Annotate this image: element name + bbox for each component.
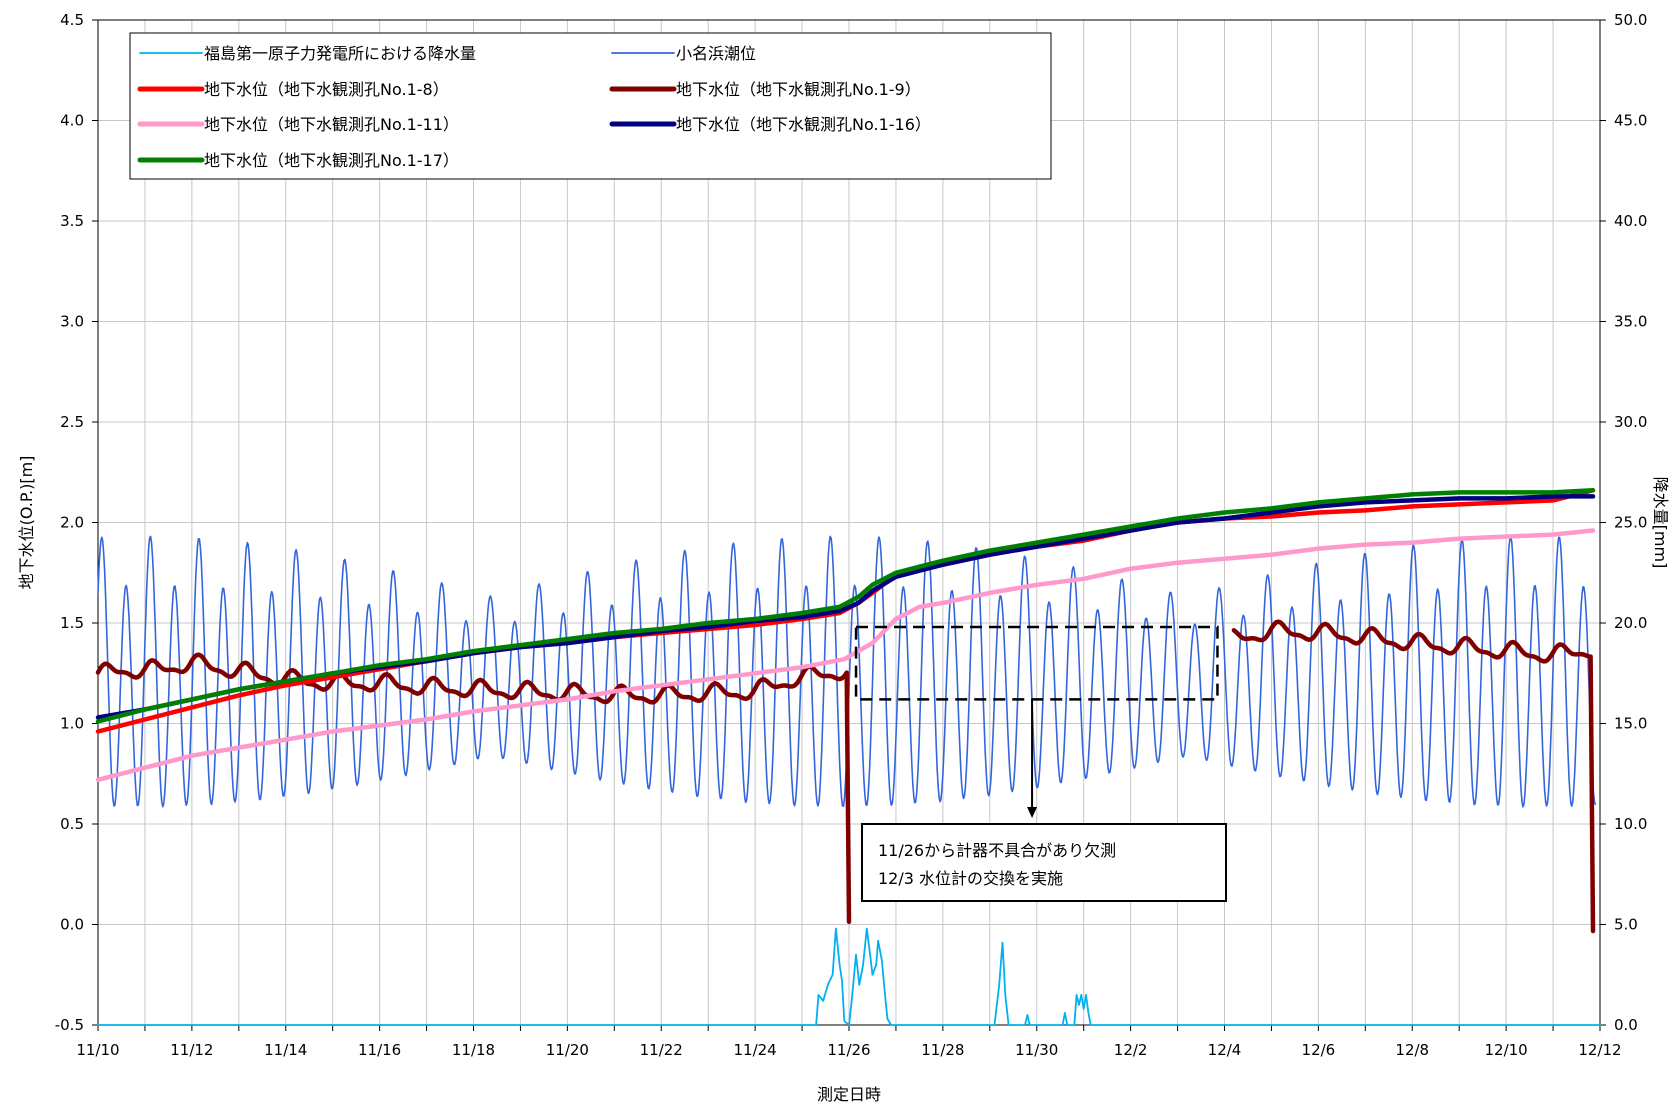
y-left-tick-label: 1.5	[60, 614, 84, 632]
x-tick-label: 12/2	[1114, 1041, 1148, 1059]
x-tick-label: 11/14	[264, 1041, 307, 1059]
missing-data-box	[854, 625, 1219, 701]
series-line-0	[97, 927, 1601, 1026]
y-right-tick-label: 25.0	[1614, 514, 1647, 532]
series-line-2	[95, 619, 1596, 934]
y-left-tick-label: -0.5	[55, 1016, 84, 1034]
x-axis-ticks: 11/10 11/12 11/14 11/16 11/18 11/20 11/22 11/24…	[76, 1025, 1622, 1059]
x-tick-label: 11/24	[734, 1041, 777, 1059]
annotation-arrow-head	[1027, 806, 1038, 818]
legend: 福島第一原子力発電所における降水量 小名浜潮位地下水位（地下水観測孔No.1-8）…	[129, 32, 1052, 180]
y-right-axis-ticks: 0.0 5.0 10.0 15.0 20.0 25.0 30.0 35.0 40.0 45.0 50…	[1600, 11, 1647, 1034]
x-tick-label: 11/16	[358, 1041, 401, 1059]
y-left-tick-label: 4.0	[60, 112, 84, 130]
y-left-tick-label: 3.5	[60, 212, 84, 230]
x-tick-label: 11/12	[170, 1041, 213, 1059]
x-tick-label: 12/12	[1578, 1041, 1621, 1059]
x-tick-label: 11/20	[546, 1041, 589, 1059]
x-tick-label: 12/4	[1208, 1041, 1242, 1059]
legend-label-4: 地下水位（地下水観測孔No.1-11）	[204, 115, 459, 134]
y-right-tick-label: 15.0	[1614, 715, 1647, 733]
x-tick-label: 12/6	[1302, 1041, 1336, 1059]
y-right-tick-label: 40.0	[1614, 212, 1647, 230]
y-left-tick-label: 4.5	[60, 11, 84, 29]
y-right-tick-label: 0.0	[1614, 1016, 1638, 1034]
legend-label-0: 福島第一原子力発電所における降水量	[204, 44, 476, 63]
y-left-tick-label: 2.0	[60, 514, 84, 532]
annotation-line-1: 11/26から計器不具合があり欠測	[878, 841, 1116, 860]
x-tick-label: 11/18	[452, 1041, 495, 1059]
x-tick-label: 11/10	[76, 1041, 119, 1059]
legend-label-1: 小名浜潮位	[676, 44, 756, 63]
legend-box	[129, 32, 1052, 180]
y-right-tick-label: 45.0	[1614, 112, 1647, 130]
legend-label-6: 地下水位（地下水観測孔No.1-17）	[204, 151, 459, 170]
y-left-tick-label: 0.5	[60, 815, 84, 833]
y-left-axis-title: 地下水位(O.P.)[m]	[17, 456, 36, 590]
y-right-tick-label: 50.0	[1614, 11, 1647, 29]
x-axis-title: 測定日時	[817, 1085, 881, 1104]
y-left-tick-label: 2.5	[60, 413, 84, 431]
series-line-4	[95, 528, 1596, 783]
y-left-tick-label: 0.0	[60, 916, 84, 934]
y-right-axis-title: 降水量[mm]	[1651, 477, 1670, 569]
x-tick-label: 11/26	[827, 1041, 870, 1059]
series-layer	[95, 488, 1601, 1026]
y-left-tick-label: 1.0	[60, 715, 84, 733]
y-right-tick-label: 10.0	[1614, 815, 1647, 833]
x-tick-label: 11/28	[921, 1041, 964, 1059]
annotation-box	[861, 823, 1227, 902]
series-line-6	[95, 488, 1596, 724]
y-right-tick-label: 5.0	[1614, 916, 1638, 934]
legend-label-5: 地下水位（地下水観測孔No.1-16）	[676, 115, 931, 134]
annotation-line-2: 12/3 水位計の交換を実施	[878, 869, 1063, 888]
legend-label-3: 地下水位（地下水観測孔No.1-9）	[676, 80, 921, 99]
x-tick-label: 12/8	[1395, 1041, 1429, 1059]
y-right-tick-label: 20.0	[1614, 614, 1647, 632]
legend-label-2: 地下水位（地下水観測孔No.1-8）	[204, 80, 449, 99]
y-right-tick-label: 30.0	[1614, 413, 1647, 431]
y-left-tick-label: 3.0	[60, 313, 84, 331]
x-tick-label: 12/10	[1485, 1041, 1528, 1059]
x-tick-label: 11/22	[640, 1041, 683, 1059]
y-right-tick-label: 35.0	[1614, 313, 1647, 331]
annotation: 11/26から計器不具合があり欠測 12/3 水位計の交換を実施	[854, 625, 1227, 902]
x-tick-label: 11/30	[1015, 1041, 1058, 1059]
y-left-axis-ticks: -0.5 0.0 0.5 1.0 1.5 2.0 2.5 3.0 3.5 4.0 4.5	[55, 11, 98, 1034]
